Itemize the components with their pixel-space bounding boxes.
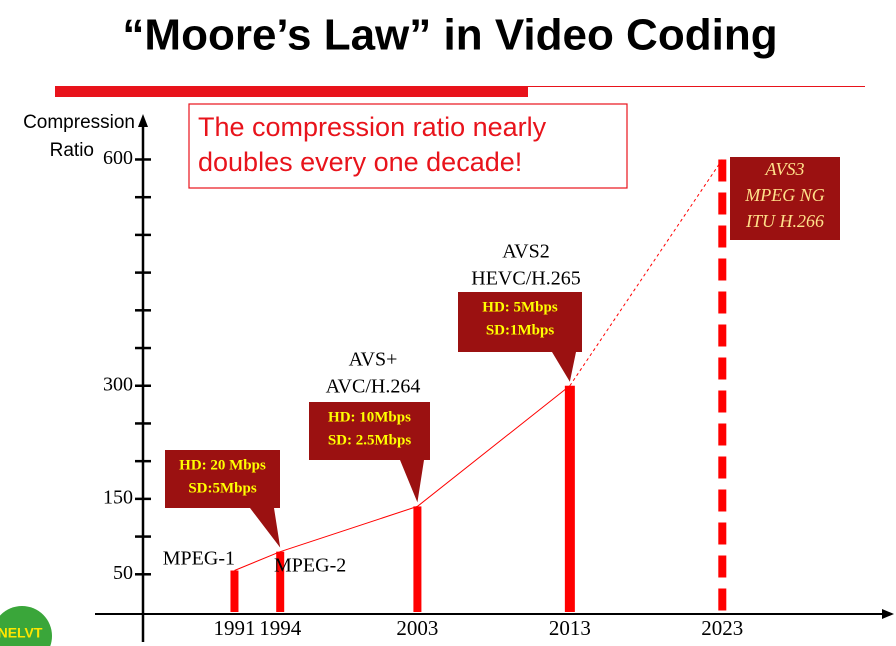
callout [309,402,430,503]
title-underline [55,86,528,97]
bar-label: MPEG-1 [163,548,235,570]
callout-text: HD: 10Mbps [328,409,411,425]
y-tick-label: 150 [103,486,133,508]
callout-text: SD:5Mbps [188,480,257,496]
bar-label: AVS+ [349,349,398,371]
bar-label: MPEG-2 [274,555,346,577]
trend-line-projected [569,159,723,387]
y-tick-label: 300 [103,373,133,395]
callout-text: SD: 2.5Mbps [328,432,412,448]
callout [165,450,281,548]
callout-text: HD: 5Mbps [482,299,558,315]
callout-text: SD:1Mbps [486,322,555,338]
bar-label: ITU H.266 [745,211,824,231]
x-axis-arrow [882,609,894,619]
x-tick-label: 2013 [549,616,591,640]
trend-line [234,385,571,571]
x-tick-label: 1994 [259,616,302,640]
callout-text: HD: 20 Mbps [179,457,266,473]
bar-label: MPEG NG [744,185,825,205]
logo-badge [0,606,52,646]
y-tick-label: 50 [113,562,133,584]
annotation-box [188,103,628,189]
bar [564,385,575,612]
annotation: doubles every one decade! [198,147,522,177]
logo: NELVT [0,606,52,646]
bar-label: AVS2 [502,241,549,263]
x-tick-label: 2023 [701,616,743,640]
bar-label: AVS3 [764,159,804,179]
y-axis-arrow [138,114,148,127]
annotation: The compression ratio nearly [198,112,547,142]
bar [276,551,285,612]
slide-title: “Moore’s Law” in Video Coding [122,11,777,60]
y-axis-label: Compression [23,112,135,133]
x-tick-label: 1991 [213,616,255,640]
callout [458,292,582,382]
logo-text: NELVT [0,625,43,641]
projected-box [730,157,840,240]
y-tick-label: 600 [103,147,133,169]
bar [230,570,239,612]
bar-label: HEVC/H.265 [471,268,580,290]
y-axis-label: Ratio [50,140,94,161]
bar-label: AVC/H.264 [326,376,421,398]
bar [413,506,422,612]
x-tick-label: 2003 [396,616,438,640]
